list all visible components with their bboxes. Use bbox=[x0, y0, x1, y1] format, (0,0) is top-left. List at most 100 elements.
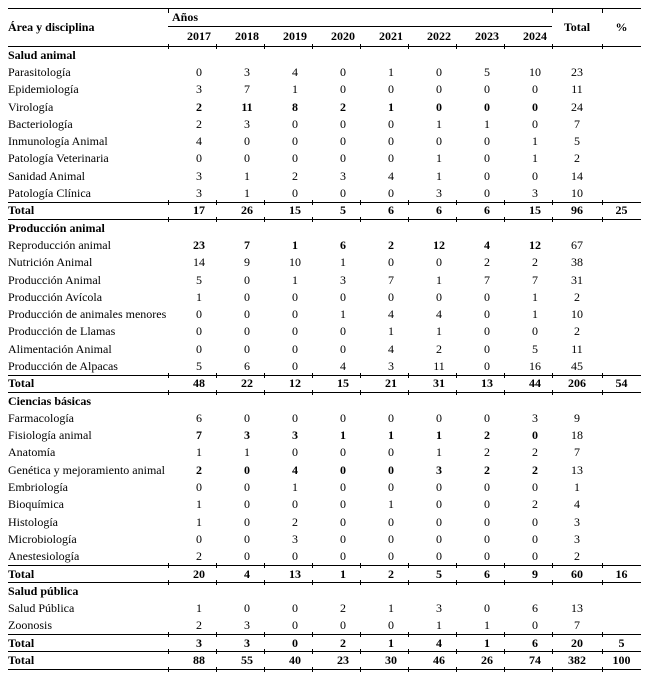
year-header: 2023 bbox=[475, 29, 499, 43]
year-value: 2 bbox=[532, 462, 538, 477]
rule-tick bbox=[602, 562, 603, 568]
year-value: 0 bbox=[484, 497, 490, 512]
rule-tick bbox=[552, 562, 553, 568]
year-value: 0 bbox=[388, 410, 394, 425]
rule-tick bbox=[602, 216, 603, 222]
rule-tick bbox=[360, 199, 361, 205]
rule-tick bbox=[168, 580, 169, 586]
row-percent bbox=[602, 514, 641, 531]
row-label: Zoonosis bbox=[8, 618, 53, 633]
year-value: 0 bbox=[436, 549, 442, 563]
header-row-years: 2017 2018 2019 2020 2021 2022 2023 2024 bbox=[8, 27, 641, 47]
row-label: Bacteriología bbox=[8, 116, 73, 131]
row-total: 2 bbox=[574, 324, 581, 339]
year-value: 0 bbox=[340, 64, 346, 79]
year-value: 3 bbox=[244, 64, 250, 79]
data-row: Reproducción animal 23 7 1 6 2 12 4 12 67 bbox=[8, 237, 641, 254]
row-label: Parasitología bbox=[8, 64, 71, 79]
year-value: 1 bbox=[244, 185, 250, 200]
row-label: Sanidad Animal bbox=[8, 168, 85, 183]
year-value: 2 bbox=[340, 601, 346, 616]
row-label: Farmacología bbox=[8, 410, 74, 425]
year-value: 2 bbox=[532, 255, 538, 270]
year-value: 4 bbox=[292, 462, 298, 477]
row-total: 2 bbox=[574, 549, 581, 563]
row-label: Embriología bbox=[8, 480, 68, 495]
year-value: 2 bbox=[360, 564, 408, 584]
row-percent bbox=[602, 548, 641, 565]
year-value: 0 bbox=[532, 480, 538, 495]
rule-tick bbox=[264, 199, 265, 205]
rule-tick bbox=[602, 666, 603, 672]
year-value: 1 bbox=[388, 497, 394, 512]
year-value: 1 bbox=[340, 307, 346, 322]
year-value: 1 bbox=[196, 445, 202, 460]
rule-tick bbox=[408, 216, 409, 222]
rule-tick bbox=[264, 632, 265, 638]
row-total: 7 bbox=[574, 116, 581, 131]
rule-tick bbox=[312, 372, 313, 378]
year-value: 0 bbox=[292, 116, 298, 131]
year-value: 0 bbox=[436, 514, 442, 529]
year-value: 0 bbox=[292, 185, 298, 200]
rule-tick bbox=[408, 389, 409, 395]
year-value: 0 bbox=[292, 358, 298, 373]
year-value: 1 bbox=[340, 428, 346, 443]
year-value: 6 bbox=[456, 201, 504, 220]
year-value: 0 bbox=[340, 151, 346, 166]
row-percent bbox=[602, 150, 641, 167]
data-row: Nutrición Animal 14 9 10 1 0 0 2 2 38 bbox=[8, 254, 641, 271]
row-total: 96 bbox=[552, 201, 603, 220]
rule-tick bbox=[456, 389, 457, 395]
row-percent bbox=[602, 341, 641, 358]
row-label: Virología bbox=[8, 99, 54, 114]
year-value: 1 bbox=[196, 601, 202, 616]
year-value: 6 bbox=[340, 237, 346, 252]
rule-tick bbox=[216, 372, 217, 378]
rule-tick bbox=[216, 580, 217, 586]
data-row: Farmacología 6 0 0 0 0 0 0 3 9 bbox=[8, 410, 641, 427]
rule-tick bbox=[602, 44, 603, 49]
row-percent bbox=[602, 462, 641, 479]
year-value: 0 bbox=[532, 99, 538, 114]
year-value: 40 bbox=[264, 651, 312, 670]
row-total: 10 bbox=[571, 185, 584, 200]
row-label: Alimentación Animal bbox=[8, 341, 112, 356]
row-percent bbox=[602, 600, 641, 617]
data-row: Patología Clínica 3 1 0 0 0 3 0 3 10 bbox=[8, 185, 641, 202]
year-value: 88 bbox=[168, 651, 216, 670]
data-row: Salud Pública 1 0 0 2 1 3 0 6 13 bbox=[8, 600, 641, 617]
year-value: 1 bbox=[340, 255, 346, 270]
rule-tick bbox=[552, 580, 553, 586]
year-value: 0 bbox=[484, 549, 490, 563]
year-value: 20 bbox=[168, 564, 216, 584]
year-value: 0 bbox=[244, 324, 250, 339]
rule-tick bbox=[504, 44, 505, 49]
row-label: Bioquímica bbox=[8, 497, 64, 512]
year-value: 7 bbox=[244, 82, 250, 97]
rule-tick bbox=[168, 44, 169, 49]
year-value: 0 bbox=[532, 82, 538, 97]
year-value: 3 bbox=[292, 428, 298, 443]
section-row: Producción animal bbox=[8, 219, 641, 236]
year-value: 1 bbox=[436, 272, 442, 287]
year-value: 3 bbox=[216, 634, 264, 653]
year-value: 30 bbox=[360, 651, 408, 670]
data-row: Genética y mejoramiento animal 2 0 4 0 0 3 2 2 13 bbox=[8, 462, 641, 479]
year-value: 1 bbox=[388, 428, 394, 443]
row-percent bbox=[602, 358, 641, 375]
rule-tick bbox=[408, 372, 409, 378]
row-label: Total bbox=[8, 651, 168, 670]
year-value: 4 bbox=[216, 564, 264, 584]
year-header: 2018 bbox=[235, 29, 259, 43]
year-value: 31 bbox=[408, 374, 456, 393]
year-header: 2022 bbox=[427, 29, 451, 43]
data-row: Parasitología 0 3 4 0 1 0 5 10 23 bbox=[8, 64, 641, 81]
row-total: 7 bbox=[574, 445, 581, 460]
row-total: 31 bbox=[571, 272, 584, 287]
year-value: 0 bbox=[484, 307, 490, 322]
year-value: 3 bbox=[196, 185, 202, 200]
row-percent bbox=[602, 271, 641, 288]
row-label: Histología bbox=[8, 514, 58, 529]
rule-tick bbox=[602, 632, 603, 638]
